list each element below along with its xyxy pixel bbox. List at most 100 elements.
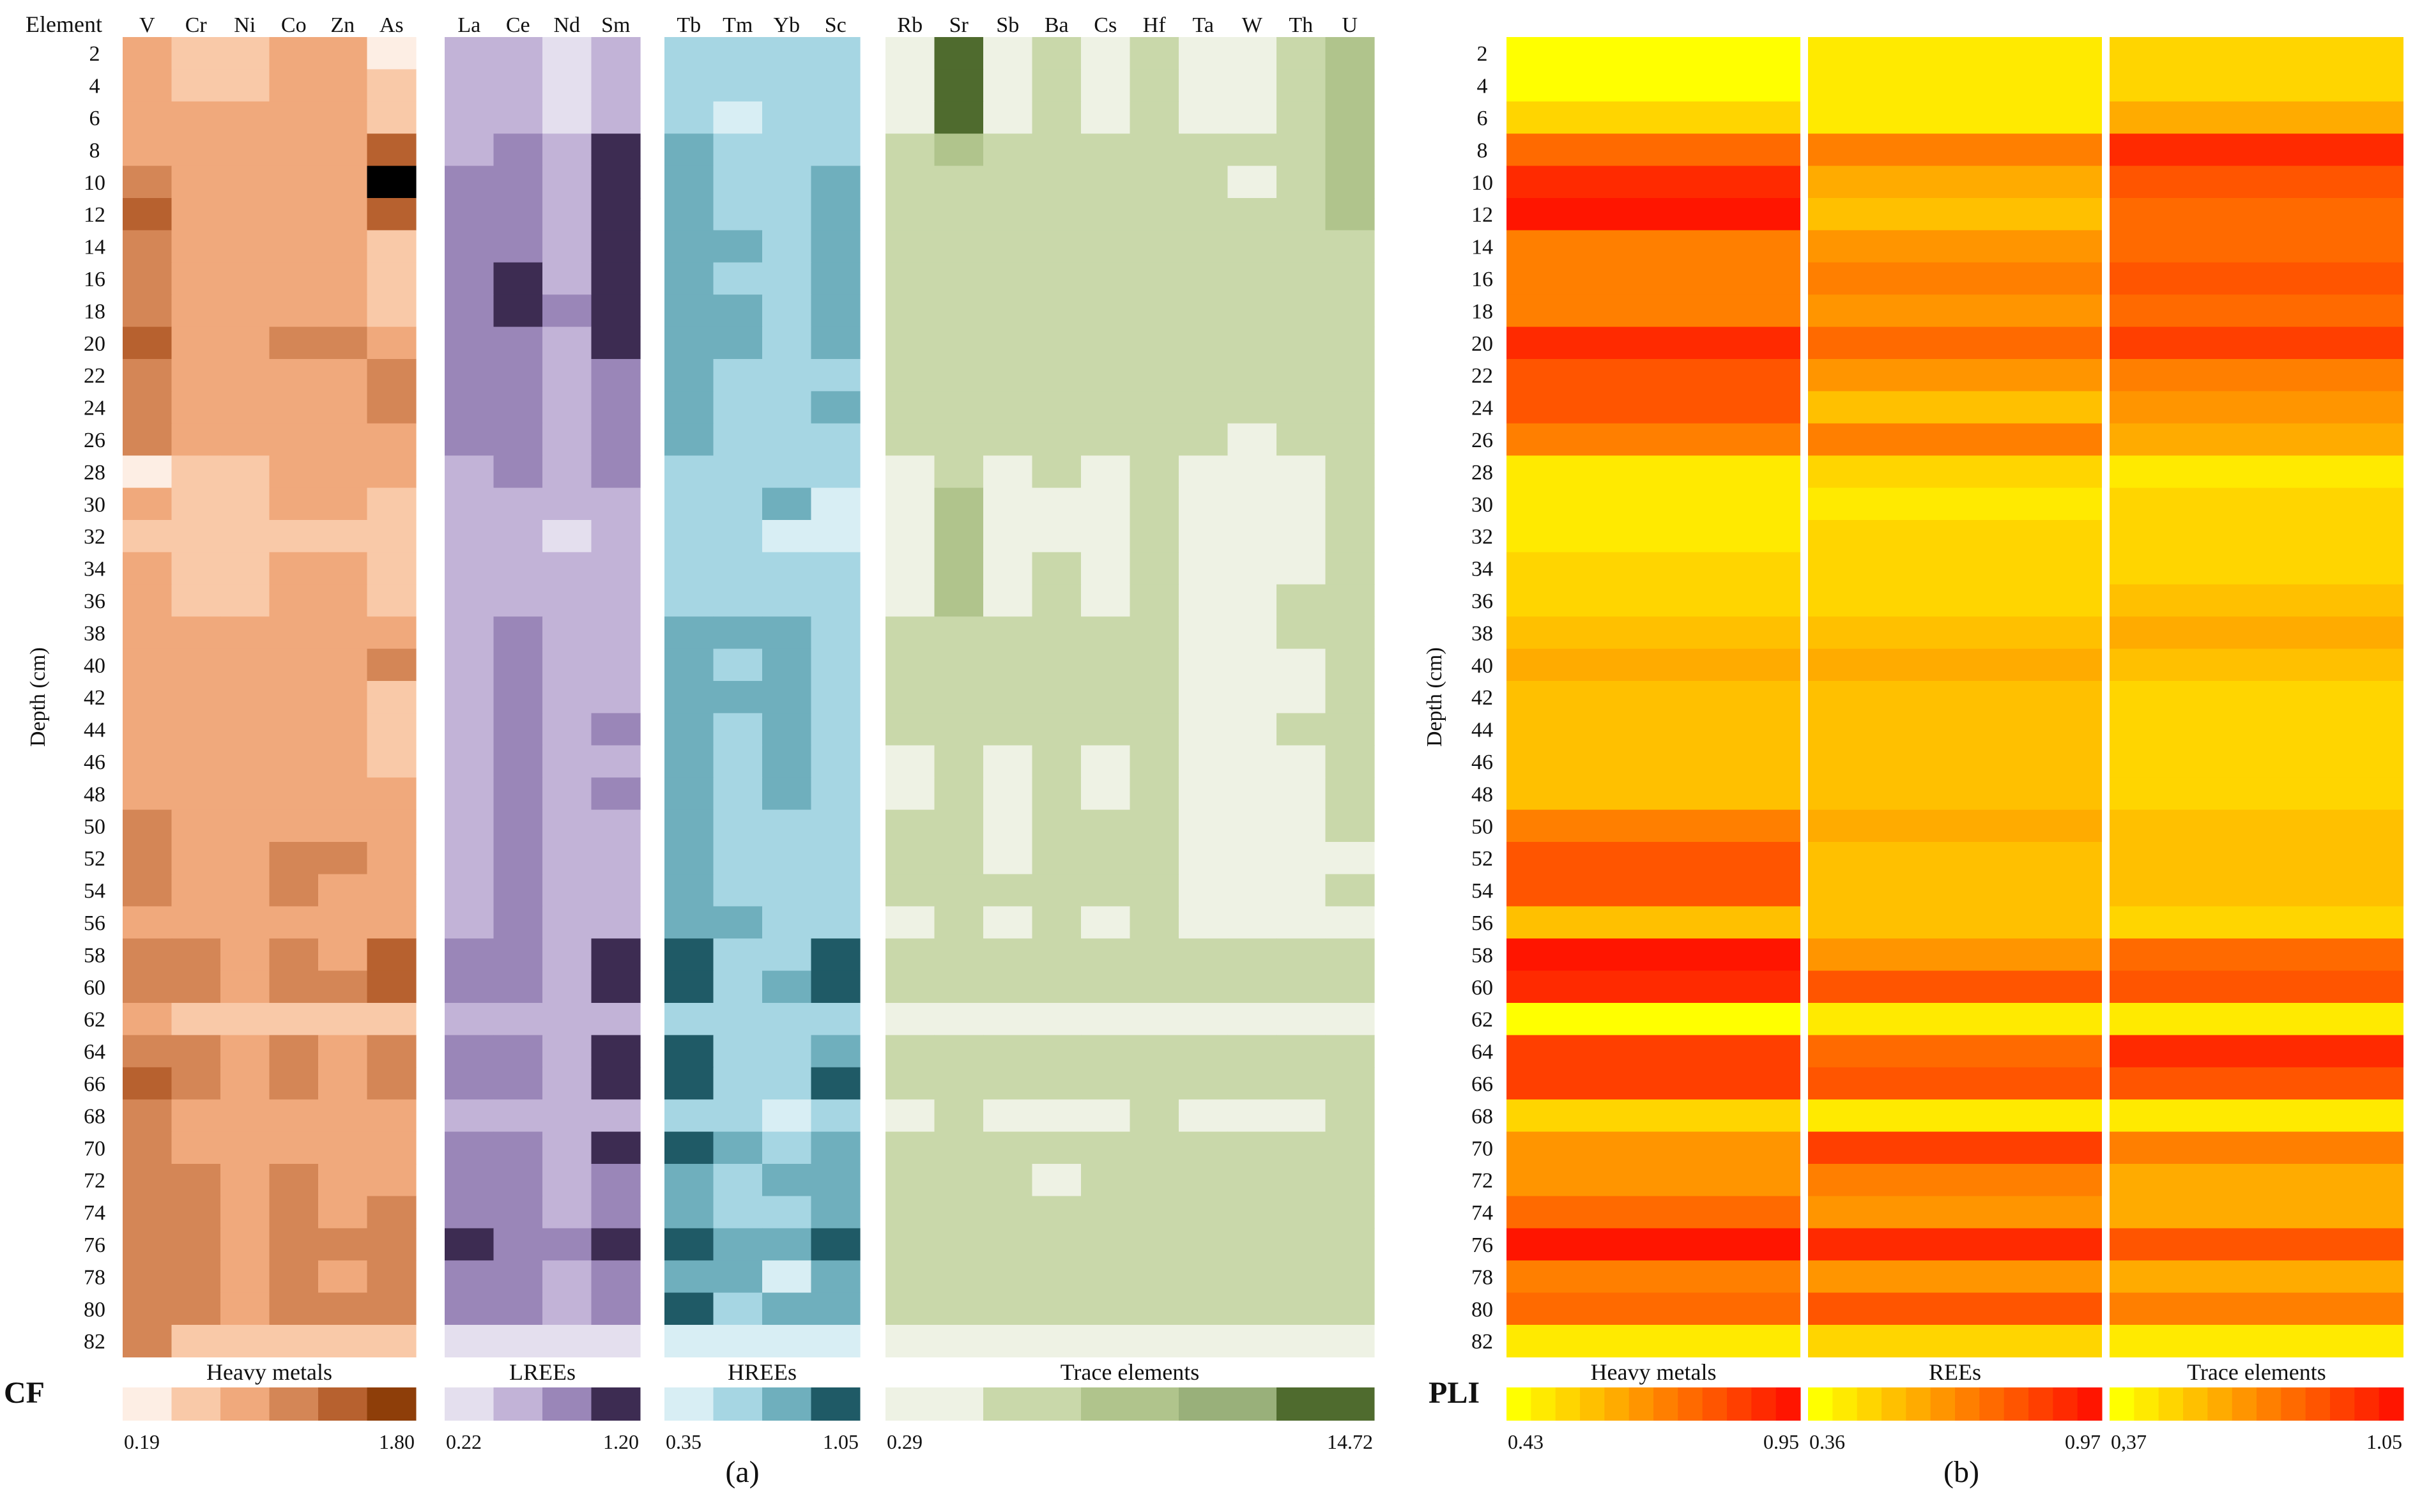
heatmap-cell	[220, 616, 270, 650]
heatmap-cell	[367, 745, 417, 778]
legend-swatch	[591, 1387, 641, 1421]
heatmap-cell	[367, 101, 417, 134]
heatmap-cell	[269, 198, 319, 231]
heatmap-cell	[885, 520, 935, 553]
heatmap-cell	[445, 552, 494, 585]
heatmap-cell	[445, 69, 494, 102]
heatmap-cell	[1276, 809, 1326, 843]
heatmap-cell	[1227, 101, 1277, 134]
heatmap-cell	[367, 552, 417, 585]
heatmap-cell	[542, 69, 592, 102]
heatmap-cell	[318, 391, 368, 424]
heatmap-cell	[762, 745, 812, 778]
heatmap-cell	[542, 326, 592, 360]
heatmap-cell	[493, 165, 543, 199]
heatmap-cell	[123, 37, 172, 70]
pli-cell	[1506, 455, 1800, 489]
heatmap-cell	[171, 1164, 221, 1196]
heatmap-cell	[591, 1325, 641, 1357]
heatmap-cell	[885, 874, 935, 907]
pli-cell	[1506, 423, 1800, 456]
heatmap-cell	[493, 134, 543, 167]
element-header-co: Co	[281, 13, 307, 37]
heatmap-cell	[983, 1228, 1033, 1261]
heatmap-cell	[318, 681, 368, 714]
heatmap-cell	[269, 455, 319, 489]
heatmap-cell	[318, 423, 368, 456]
heatmap-cell	[1227, 1035, 1277, 1068]
heatmap-cell	[1081, 745, 1131, 778]
heatmap-cell	[885, 777, 935, 811]
heatmap-cell	[885, 101, 935, 134]
heatmap-cell	[591, 326, 641, 360]
heatmap-cell	[445, 165, 494, 199]
heatmap-cell	[983, 842, 1033, 874]
depth-tick-label: 24	[1471, 397, 1493, 420]
heatmap-cell	[1032, 1131, 1082, 1165]
heatmap-cell	[934, 294, 984, 328]
heatmap-cell	[269, 874, 319, 907]
pli-cell	[2110, 552, 2403, 585]
heatmap-cell	[934, 37, 984, 70]
pli-cell	[1506, 906, 1800, 939]
heatmap-cell	[1325, 359, 1375, 392]
pli-cell	[2110, 520, 2403, 553]
heatmap-cell	[493, 970, 543, 1004]
heatmap-cell	[664, 1035, 714, 1068]
heatmap-cell	[1325, 262, 1375, 295]
heatmap-cell	[885, 970, 935, 1004]
heatmap-cell	[220, 809, 270, 843]
heatmap-cell	[811, 262, 861, 295]
heatmap-cell	[1179, 713, 1229, 746]
heatmap-cell	[1227, 1164, 1277, 1196]
element-header-sm: Sm	[601, 13, 630, 37]
heatmap-cell	[1032, 970, 1082, 1004]
depth-tick-label: 78	[1471, 1265, 1493, 1289]
depth-tick-label: 46	[1471, 751, 1493, 774]
legend-swatch	[983, 1387, 1082, 1421]
heatmap-cell	[983, 487, 1033, 521]
heatmap-cell	[934, 1003, 984, 1035]
heatmap-cell	[885, 134, 935, 167]
heatmap-cell	[591, 1067, 641, 1100]
heatmap-cell	[1325, 230, 1375, 263]
heatmap-cell	[664, 1067, 714, 1100]
legend-swatch	[1506, 1387, 1531, 1421]
heatmap-cell	[1276, 1228, 1326, 1261]
heatmap-cell	[811, 294, 861, 328]
heatmap-cell	[220, 552, 270, 585]
heatmap-cell	[1325, 487, 1375, 521]
heatmap-cell	[123, 681, 172, 714]
heatmap-cell	[269, 134, 319, 167]
pli-cell	[1506, 262, 1800, 295]
heatmap-cell	[1130, 745, 1179, 778]
pli-cell	[1506, 616, 1800, 650]
heatmap-cell	[811, 809, 861, 843]
heatmap-cell	[542, 359, 592, 392]
heatmap-cell	[1325, 520, 1375, 553]
heatmap-cell	[269, 1292, 319, 1325]
heatmap-cell	[171, 1228, 221, 1261]
pli-cell	[2110, 616, 2403, 650]
heatmap-cell	[983, 1099, 1033, 1133]
heatmap-cell	[713, 1099, 763, 1133]
heatmap-cell	[664, 1099, 714, 1133]
heatmap-cell	[1276, 970, 1326, 1004]
heatmap-cell	[542, 809, 592, 843]
heatmap-cell	[1130, 713, 1179, 746]
heatmap-cell	[983, 101, 1033, 134]
heatmap-cell	[591, 391, 641, 424]
heatmap-cell	[664, 69, 714, 102]
heatmap-cell	[445, 423, 494, 456]
heatmap-cell	[171, 1099, 221, 1133]
heatmap-cell	[1179, 1003, 1229, 1035]
heatmap-cell	[123, 455, 172, 489]
heatmap-cell	[220, 1164, 270, 1196]
heatmap-cell	[318, 262, 368, 295]
pli-cell	[1808, 1228, 2102, 1261]
heatmap-cell	[171, 777, 221, 811]
heatmap-cell	[123, 326, 172, 360]
heatmap-cell	[269, 359, 319, 392]
heatmap-cell	[811, 906, 861, 939]
heatmap-cell	[591, 520, 641, 553]
